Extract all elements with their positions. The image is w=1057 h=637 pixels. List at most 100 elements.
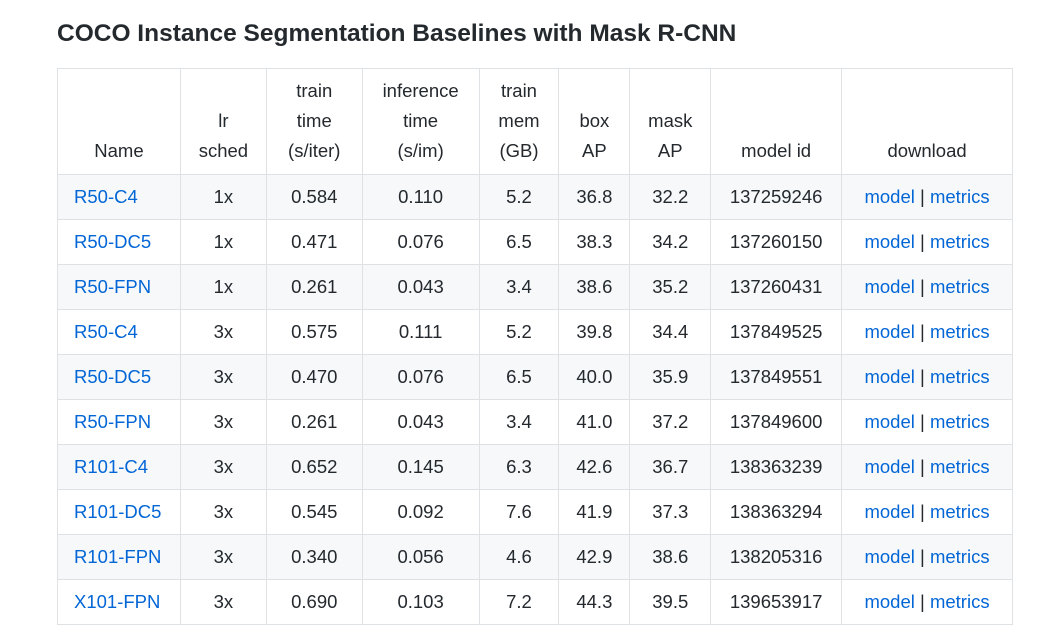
header-line: model id bbox=[741, 140, 812, 161]
metrics-download-link[interactable]: metrics bbox=[929, 546, 990, 567]
link-separator: | bbox=[920, 591, 925, 612]
name-cell: R101-FPN bbox=[57, 534, 181, 580]
lr-sched-cell: 3x bbox=[179, 354, 267, 400]
header-line: time bbox=[403, 110, 439, 131]
inference-time-cell: 0.110 bbox=[361, 174, 480, 220]
header-line: time bbox=[296, 110, 332, 131]
header-row: Name lr sched train time (s/iter) inference tim… bbox=[57, 68, 1013, 175]
link-separator: | bbox=[920, 186, 925, 207]
box-ap-cell: 40.0 bbox=[558, 354, 631, 400]
inference-time-cell: 0.076 bbox=[361, 354, 480, 400]
metrics-download-link[interactable]: metrics bbox=[929, 501, 990, 522]
train-mem-cell: 6.3 bbox=[478, 444, 560, 490]
model-download-link[interactable]: model bbox=[864, 456, 915, 477]
header-line: train bbox=[296, 80, 333, 101]
box-ap-cell: 41.9 bbox=[558, 489, 631, 535]
header-line: (s/iter) bbox=[288, 140, 341, 161]
train-time-cell: 0.584 bbox=[265, 174, 363, 220]
model-download-link[interactable]: model bbox=[864, 546, 915, 567]
config-name-link[interactable]: R101-DC5 bbox=[74, 501, 162, 522]
inference-time-cell: 0.092 bbox=[361, 489, 480, 535]
col-train-mem-header: train mem (GB) bbox=[478, 68, 560, 175]
model-download-link[interactable]: model bbox=[864, 186, 915, 207]
model-download-link[interactable]: model bbox=[864, 231, 915, 252]
col-name-header: Name bbox=[57, 68, 181, 175]
table-row: X101-FPN 3x 0.690 0.103 7.2 44.3 39.5 139653917… bbox=[57, 579, 1013, 625]
col-box-ap-header: box AP bbox=[558, 68, 631, 175]
mask-ap-cell: 34.4 bbox=[629, 309, 712, 355]
model-id-cell: 138205316 bbox=[710, 534, 843, 580]
table-row: R50-DC5 3x 0.470 0.076 6.5 40.0 35.9 137849551 m… bbox=[57, 354, 1013, 400]
download-cell: model | metrics bbox=[841, 534, 1013, 580]
model-download-link[interactable]: model bbox=[864, 411, 915, 432]
table-row: R101-C4 3x 0.652 0.145 6.3 42.6 36.7 138363239 m… bbox=[57, 444, 1013, 490]
download-cell: model | metrics bbox=[841, 399, 1013, 445]
table-row: R50-FPN 3x 0.261 0.043 3.4 41.0 37.2 137849600 m… bbox=[57, 399, 1013, 445]
inference-time-cell: 0.103 bbox=[361, 579, 480, 625]
config-name-link[interactable]: R50-FPN bbox=[74, 411, 152, 432]
baselines-table: Name lr sched train time (s/iter) inference tim… bbox=[57, 68, 1013, 625]
train-mem-cell: 3.4 bbox=[478, 264, 560, 310]
config-name-link[interactable]: R50-C4 bbox=[74, 186, 138, 207]
header-line: AP bbox=[657, 140, 683, 161]
model-download-link[interactable]: model bbox=[864, 366, 915, 387]
download-cell: model | metrics bbox=[841, 309, 1013, 355]
box-ap-cell: 42.9 bbox=[558, 534, 631, 580]
col-train-time-header: train time (s/iter) bbox=[265, 68, 363, 175]
model-download-link[interactable]: model bbox=[864, 501, 915, 522]
lr-sched-cell: 1x bbox=[179, 219, 267, 265]
name-cell: R50-FPN bbox=[57, 399, 181, 445]
metrics-download-link[interactable]: metrics bbox=[929, 366, 990, 387]
header-line: train bbox=[500, 80, 537, 101]
box-ap-cell: 39.8 bbox=[558, 309, 631, 355]
train-mem-cell: 4.6 bbox=[478, 534, 560, 580]
inference-time-cell: 0.111 bbox=[361, 309, 480, 355]
config-name-link[interactable]: R50-FPN bbox=[74, 276, 152, 297]
header-line: download bbox=[887, 140, 967, 161]
model-id-cell: 137849525 bbox=[710, 309, 843, 355]
header-line: (GB) bbox=[499, 140, 539, 161]
name-cell: R50-DC5 bbox=[57, 219, 181, 265]
config-name-link[interactable]: R101-C4 bbox=[74, 456, 149, 477]
model-id-cell: 137260431 bbox=[710, 264, 843, 310]
link-separator: | bbox=[920, 546, 925, 567]
inference-time-cell: 0.043 bbox=[361, 264, 480, 310]
download-cell: model | metrics bbox=[841, 444, 1013, 490]
config-name-link[interactable]: R50-DC5 bbox=[74, 366, 152, 387]
metrics-download-link[interactable]: metrics bbox=[929, 411, 990, 432]
link-separator: | bbox=[920, 411, 925, 432]
model-download-link[interactable]: model bbox=[864, 276, 915, 297]
download-cell: model | metrics bbox=[841, 174, 1013, 220]
lr-sched-cell: 3x bbox=[179, 444, 267, 490]
config-name-link[interactable]: R50-C4 bbox=[74, 321, 138, 342]
train-time-cell: 0.261 bbox=[265, 399, 363, 445]
box-ap-cell: 44.3 bbox=[558, 579, 631, 625]
metrics-download-link[interactable]: metrics bbox=[929, 456, 990, 477]
config-name-link[interactable]: R101-FPN bbox=[74, 546, 162, 567]
train-time-cell: 0.340 bbox=[265, 534, 363, 580]
inference-time-cell: 0.056 bbox=[361, 534, 480, 580]
train-time-cell: 0.545 bbox=[265, 489, 363, 535]
model-download-link[interactable]: model bbox=[864, 321, 915, 342]
download-cell: model | metrics bbox=[841, 264, 1013, 310]
header-line: box bbox=[579, 110, 610, 131]
config-name-link[interactable]: R50-DC5 bbox=[74, 231, 152, 252]
name-cell: R50-DC5 bbox=[57, 354, 181, 400]
metrics-download-link[interactable]: metrics bbox=[929, 321, 990, 342]
col-inference-time-header: inference time (s/im) bbox=[361, 68, 480, 175]
metrics-download-link[interactable]: metrics bbox=[929, 591, 990, 612]
lr-sched-cell: 1x bbox=[179, 174, 267, 220]
metrics-download-link[interactable]: metrics bbox=[929, 186, 990, 207]
box-ap-cell: 41.0 bbox=[558, 399, 631, 445]
table-row: R50-C4 3x 0.575 0.111 5.2 39.8 34.4 137849525 mo… bbox=[57, 309, 1013, 355]
box-ap-cell: 36.8 bbox=[558, 174, 631, 220]
inference-time-cell: 0.076 bbox=[361, 219, 480, 265]
mask-ap-cell: 36.7 bbox=[629, 444, 712, 490]
config-name-link[interactable]: X101-FPN bbox=[74, 591, 161, 612]
model-download-link[interactable]: model bbox=[864, 591, 915, 612]
lr-sched-cell: 3x bbox=[179, 534, 267, 580]
model-id-cell: 137260150 bbox=[710, 219, 843, 265]
metrics-download-link[interactable]: metrics bbox=[929, 276, 990, 297]
metrics-download-link[interactable]: metrics bbox=[929, 231, 990, 252]
box-ap-cell: 38.3 bbox=[558, 219, 631, 265]
